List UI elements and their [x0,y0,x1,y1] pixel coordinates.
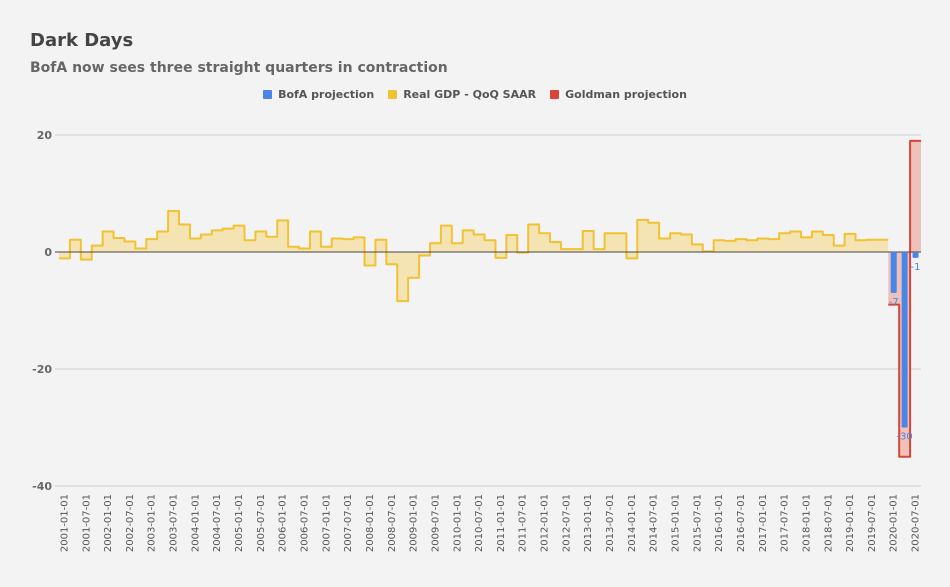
x-tick-label: 2014-07-01 [649,494,660,552]
x-tick-label: 2020-01-01 [889,494,900,552]
legend-item-bofa[interactable]: BofA projection [223,88,374,101]
y-tick-label: -40 [32,480,52,493]
bofa-bar [901,252,908,428]
x-tick-label: 2011-01-01 [496,494,507,552]
x-tick-label: 2006-01-01 [278,494,289,552]
x-tick-label: 2008-07-01 [387,494,398,552]
x-tick-label: 2004-07-01 [212,494,223,552]
legend-label-goldman: Goldman projection [565,88,687,101]
x-tick-label: 2012-01-01 [540,494,551,552]
x-tick-label: 2017-07-01 [780,494,791,552]
x-tick-label: 2002-01-01 [103,494,114,552]
x-tick-label: 2017-01-01 [758,494,769,552]
x-tick-label: 2018-07-01 [823,494,834,552]
legend-swatch-bofa [263,90,273,99]
x-tick-label: 2002-07-01 [125,494,136,552]
x-tick-label: 2015-01-01 [670,494,681,552]
x-tick-label: 2001-07-01 [81,494,92,552]
x-tick-label: 2019-01-01 [845,494,856,552]
x-tick-label: 2005-01-01 [234,494,245,552]
x-tick-label: 2018-01-01 [801,494,812,552]
bofa-bar [912,252,919,258]
chart-title: Dark Days [30,30,134,51]
y-tick-label: 0 [44,246,52,259]
x-tick-label: 2010-07-01 [474,494,485,552]
bofa-data-label: -30 [896,432,912,443]
x-tick-label: 2005-07-01 [256,494,267,552]
x-tick-label: 2003-07-01 [169,494,180,552]
y-tick-label: -20 [32,363,52,376]
x-tick-label: 2007-01-01 [321,494,332,552]
chart-subtitle: BofA now sees three straight quarters in… [30,60,448,76]
gdp-line [59,210,889,303]
x-tick-label: 2009-01-01 [409,494,420,552]
x-tick-label: 2006-07-01 [300,494,311,552]
x-tick-label: 2003-01-01 [147,494,158,552]
bofa-bar [890,252,897,293]
x-tick-label: 2016-07-01 [736,494,747,552]
x-tick-label: 2013-07-01 [605,494,616,552]
x-tick-label: 2009-07-01 [430,494,441,552]
x-tick-label: 2020-07-01 [911,494,922,552]
legend-item-gdp[interactable]: Real GDP - QoQ SAAR [348,88,536,101]
x-tick-label: 2001-01-01 [59,494,70,552]
x-tick-label: 2016-01-01 [714,494,725,552]
bofa-data-label: -1 [911,262,921,273]
goldman-line [888,139,921,458]
x-tick-label: 2004-01-01 [190,494,201,552]
x-tick-label: 2011-07-01 [518,494,529,552]
x-tick-label: 2010-01-01 [452,494,463,552]
x-tick-label: 2012-07-01 [561,494,572,552]
legend-item-goldman[interactable]: Goldman projection [510,88,687,101]
x-tick-label: 2007-07-01 [343,494,354,552]
x-tick-label: 2019-07-01 [867,494,878,552]
legend-label-gdp: Real GDP - QoQ SAAR [403,88,537,101]
x-tick-label: 2013-01-01 [583,494,594,552]
x-tick-label: 2014-01-01 [627,494,638,552]
legend-swatch-goldman [550,90,560,99]
bofa-data-label: -7 [889,297,899,308]
x-tick-label: 2008-01-01 [365,494,376,552]
y-tick-label: 20 [37,129,53,142]
legend-swatch-gdp [388,90,398,99]
legend-label-bofa: BofA projection [278,88,375,101]
x-tick-label: 2015-07-01 [692,494,703,552]
legend: BofA projection Real GDP - QoQ SAAR Gold… [0,88,950,101]
